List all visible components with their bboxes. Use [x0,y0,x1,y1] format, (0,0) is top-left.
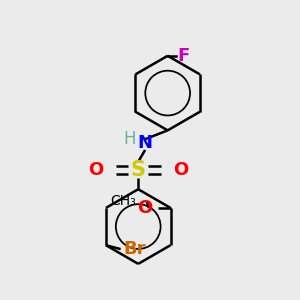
Text: O: O [174,160,189,178]
Text: Br: Br [124,240,146,258]
Text: F: F [178,47,190,65]
Text: H: H [123,130,136,148]
Text: CH₃: CH₃ [110,194,136,208]
Text: O: O [138,199,153,217]
Text: O: O [88,160,103,178]
Text: N: N [138,134,153,152]
Text: S: S [131,160,146,180]
